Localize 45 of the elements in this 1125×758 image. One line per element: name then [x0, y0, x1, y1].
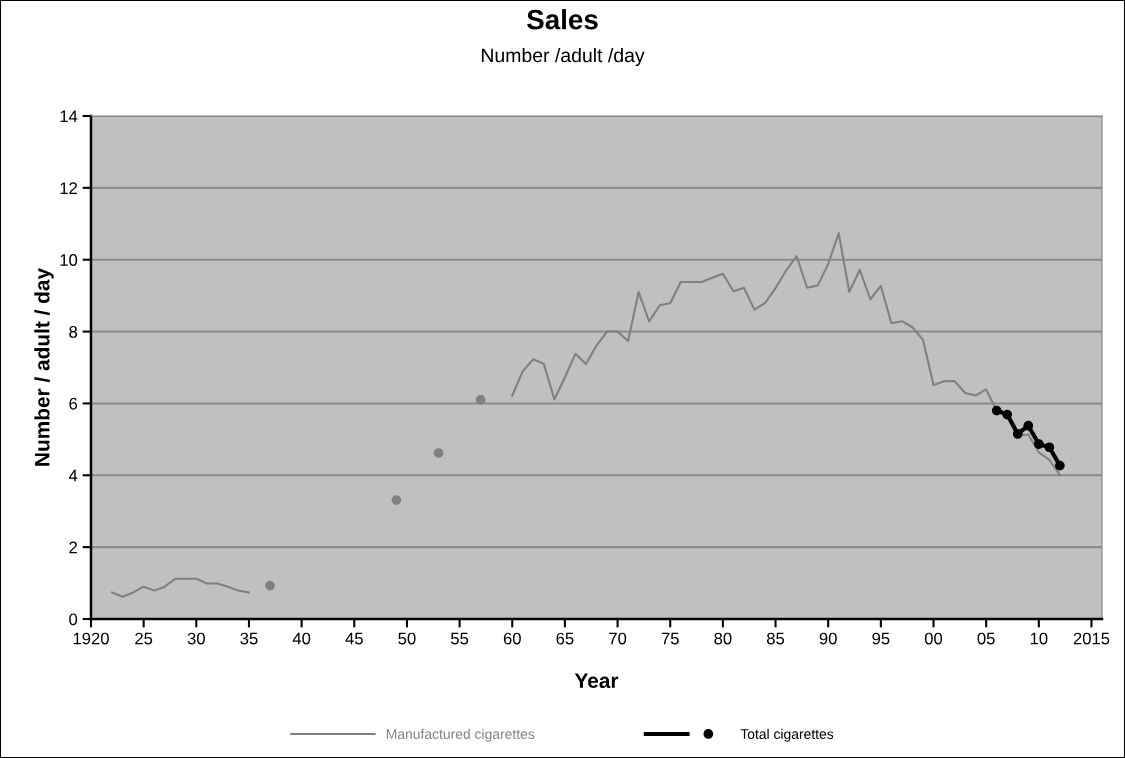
x-tick-label: 40 [292, 632, 311, 645]
x-tick-label: 45 [345, 632, 363, 645]
x-tick-label: 10 [1030, 632, 1048, 645]
y-tick-label: 4 [68, 469, 78, 482]
chart-title: Sales [527, 9, 598, 30]
x-tick-label: 90 [819, 632, 837, 645]
x-tick-label: 05 [977, 632, 995, 645]
text: Manufactured cigarettes [386, 728, 535, 742]
x-tick-label: 1920 [73, 632, 109, 645]
x-tick-label: 95 [872, 632, 890, 645]
x-tick-label: 35 [240, 632, 258, 645]
x-tick-label: 25 [135, 632, 153, 645]
x-tick-label: 85 [766, 632, 785, 645]
legend-label: Total cigarettes [740, 728, 834, 742]
y-tick-label: 10 [60, 254, 78, 266]
x-axis-title: Year [574, 673, 619, 689]
point [1033, 439, 1044, 449]
x-tick-label: 2015 [1073, 632, 1110, 645]
y-tick-label: 6 [69, 397, 78, 410]
y-tick-label: 0 [69, 613, 78, 626]
x-tick-label: 70 [609, 632, 627, 645]
point [475, 394, 486, 405]
x-tick-label: 30 [187, 632, 205, 645]
y-tick-label: 14 [60, 110, 78, 123]
chart-subtitle: Number /adult /day [481, 47, 645, 67]
y-tick-label: 2 [69, 541, 77, 554]
x-tick-label: 75 [661, 632, 679, 645]
point [391, 495, 402, 505]
x-tick-label: 80 [714, 632, 732, 645]
point [991, 405, 1002, 416]
x-tick-label: 60 [503, 632, 521, 645]
x-tick-label: 55 [450, 632, 469, 645]
x-tick-label: 50 [398, 632, 416, 645]
point [1012, 429, 1023, 439]
point [1002, 409, 1013, 420]
point [1044, 442, 1055, 453]
y-tick-label: 12 [60, 182, 77, 194]
point [1023, 420, 1034, 431]
y-axis-title: Number / adult / day [34, 268, 54, 466]
y-tick-label: 8 [69, 325, 78, 338]
point [433, 448, 444, 458]
x-tick-label: 00 [924, 632, 943, 645]
x-tick-label: 65 [556, 632, 574, 645]
point [1055, 460, 1065, 471]
point [265, 580, 275, 591]
